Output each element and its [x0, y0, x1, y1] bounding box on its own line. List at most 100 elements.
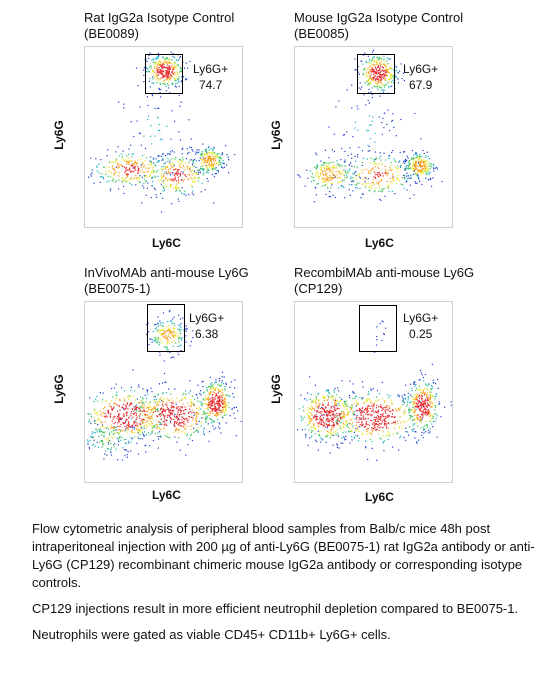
event-dot — [426, 392, 428, 394]
event-dot — [136, 398, 138, 400]
event-dot — [138, 132, 140, 134]
event-dot — [417, 389, 419, 391]
event-dot — [327, 415, 329, 417]
event-dot — [152, 70, 154, 72]
event-dot — [355, 187, 357, 189]
event-dot — [368, 145, 370, 147]
event-dot — [201, 381, 203, 383]
event-dot — [373, 159, 375, 161]
event-dot — [113, 387, 115, 389]
event-dot — [114, 169, 116, 171]
event-dot — [160, 329, 162, 331]
event-dot — [200, 422, 202, 424]
event-dot — [170, 357, 172, 359]
event-dot — [115, 397, 117, 399]
event-dot — [372, 60, 374, 62]
event-dot — [366, 81, 368, 83]
event-dot — [387, 63, 389, 65]
event-dot — [188, 408, 191, 410]
event-dot — [105, 450, 107, 452]
event-dot — [326, 418, 329, 420]
event-dot — [96, 429, 98, 431]
event-dot — [181, 153, 183, 155]
event-dot — [214, 389, 216, 391]
event-dot — [327, 168, 329, 170]
event-dot — [146, 406, 148, 408]
event-dot — [353, 392, 355, 394]
event-dot — [141, 176, 143, 178]
event-dot — [166, 67, 168, 69]
event-dot — [117, 415, 119, 418]
event-dot — [204, 412, 207, 414]
event-dot — [336, 434, 338, 436]
event-dot — [391, 68, 393, 70]
event-dot — [172, 334, 174, 336]
event-dot — [146, 187, 148, 189]
event-dot — [369, 69, 371, 71]
event-dot — [402, 420, 404, 422]
event-dot — [315, 397, 318, 399]
event-dot — [212, 400, 214, 402]
event-dot — [196, 421, 198, 423]
event-dot — [158, 88, 160, 90]
event-dot — [336, 408, 338, 410]
event-dot — [381, 79, 383, 81]
event-dot — [174, 327, 176, 330]
event-dot — [174, 72, 176, 74]
event-dot — [107, 410, 110, 412]
event-dot — [146, 157, 148, 159]
event-dot — [165, 423, 167, 425]
event-dot — [415, 163, 417, 165]
event-dot — [424, 425, 426, 427]
event-dot — [418, 157, 421, 159]
event-dot — [135, 177, 137, 180]
event-dot — [323, 409, 325, 411]
event-dot — [207, 412, 209, 414]
event-dot — [185, 335, 187, 337]
event-dot — [399, 169, 401, 171]
event-dot — [149, 408, 151, 410]
event-dot — [344, 424, 346, 426]
event-dot — [400, 63, 402, 65]
event-dot — [408, 408, 410, 411]
event-dot — [173, 63, 175, 65]
event-dot — [155, 57, 157, 59]
event-dot — [342, 415, 345, 417]
event-dot — [371, 447, 373, 449]
event-dot — [172, 163, 174, 165]
event-dot — [165, 178, 167, 180]
event-dot — [388, 169, 390, 171]
event-dot — [378, 60, 380, 62]
event-dot — [146, 96, 148, 98]
event-dot — [380, 423, 382, 425]
event-dot — [165, 419, 167, 422]
event-dot — [372, 167, 374, 169]
event-dot — [217, 400, 219, 402]
event-dot — [137, 170, 139, 172]
event-dot — [185, 79, 187, 81]
event-dot — [157, 79, 159, 81]
event-dot — [214, 173, 216, 175]
event-dot — [139, 401, 141, 403]
event-dot — [182, 147, 184, 149]
event-dot — [175, 422, 177, 424]
event-dot — [147, 389, 149, 392]
event-dot — [371, 428, 373, 430]
event-dot — [169, 409, 171, 411]
event-dot — [351, 84, 353, 86]
event-dot — [378, 406, 380, 408]
event-dot — [338, 390, 340, 392]
event-dot — [378, 85, 380, 87]
event-dot — [213, 147, 215, 149]
event-dot — [145, 194, 147, 196]
event-dot — [193, 165, 195, 167]
event-dot — [436, 436, 438, 438]
event-dot — [332, 194, 334, 196]
event-dot — [408, 419, 410, 421]
event-dot — [327, 166, 329, 168]
event-dot — [364, 447, 367, 449]
event-dot — [183, 420, 185, 423]
event-dot — [137, 85, 139, 87]
event-dot — [311, 407, 314, 410]
event-dot — [351, 176, 354, 179]
